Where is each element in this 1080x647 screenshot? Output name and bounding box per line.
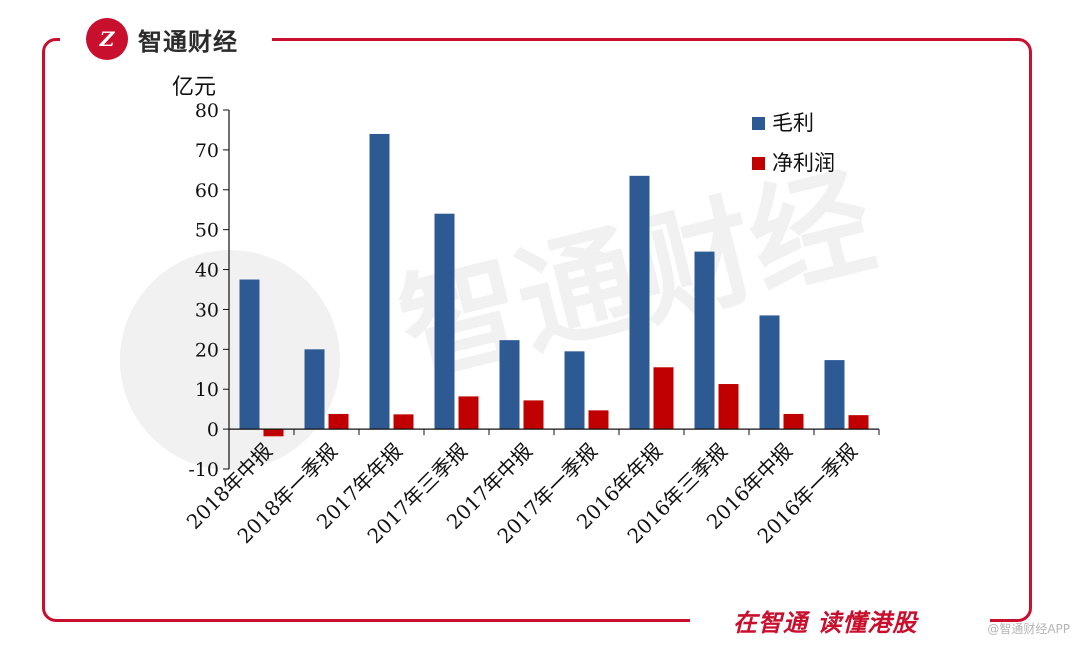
footer-credit: @智通财经APP bbox=[987, 622, 1070, 636]
y-tick-label: 20 bbox=[195, 339, 219, 361]
bar-gross-profit bbox=[694, 251, 715, 430]
watermark-logo-circle bbox=[120, 250, 340, 470]
y-tick-label: -10 bbox=[188, 459, 219, 481]
brand-name: 智通财经 bbox=[138, 27, 238, 56]
brand-logo: Z 智通财经 bbox=[86, 17, 238, 61]
bar-net-profit bbox=[783, 413, 804, 430]
y-tick-label: 40 bbox=[195, 260, 219, 282]
bar-gross-profit bbox=[759, 315, 780, 430]
axes-group bbox=[228, 110, 880, 469]
frame-gap-bottom bbox=[690, 598, 990, 638]
bar-gross-profit bbox=[434, 213, 455, 430]
y-tick-label: 50 bbox=[195, 220, 219, 242]
legend-swatch bbox=[752, 117, 765, 130]
bar-gross-profit bbox=[824, 360, 845, 430]
bar-net-profit bbox=[393, 414, 414, 430]
bar-gross-profit bbox=[499, 340, 520, 430]
y-tick-label: 60 bbox=[195, 180, 219, 202]
footer-slogan: 在智通 读懂港股 bbox=[733, 609, 918, 637]
y-tick-label: 70 bbox=[195, 140, 219, 162]
bar-net-profit bbox=[653, 367, 674, 430]
bar-net-profit bbox=[848, 415, 869, 430]
legend-label: 净利润 bbox=[772, 151, 835, 175]
bar-net-profit bbox=[523, 400, 544, 430]
bar-gross-profit bbox=[239, 279, 260, 430]
bar-gross-profit bbox=[629, 175, 650, 430]
x-axis-tick-labels: 2018年中报2018年一季报2017年年报2017年三季报2017年中报201… bbox=[182, 439, 862, 549]
y-axis-ticks: -10 0 10 20 30 40 50 60 70 80 bbox=[188, 100, 229, 481]
y-tick-label: 10 bbox=[195, 379, 219, 401]
y-tick-label: 30 bbox=[195, 299, 219, 321]
bar-gross-profit bbox=[304, 349, 325, 430]
y-tick-label: 80 bbox=[195, 100, 219, 122]
legend-swatch bbox=[752, 157, 765, 170]
y-axis-unit-label: 亿元 bbox=[172, 75, 216, 100]
legend-label: 毛利 bbox=[772, 111, 814, 135]
bar-net-profit bbox=[263, 429, 284, 437]
bar-gross-profit bbox=[564, 351, 585, 430]
bar-gross-profit bbox=[369, 133, 390, 430]
brand-logo-icon: Z bbox=[86, 18, 128, 60]
chart-frame bbox=[42, 38, 1032, 622]
bar-net-profit bbox=[328, 413, 349, 430]
bar-net-profit bbox=[458, 396, 479, 430]
y-tick-label: 0 bbox=[207, 419, 219, 441]
bar-net-profit bbox=[718, 384, 739, 430]
bars-group bbox=[239, 133, 869, 437]
bar-net-profit bbox=[588, 410, 609, 430]
